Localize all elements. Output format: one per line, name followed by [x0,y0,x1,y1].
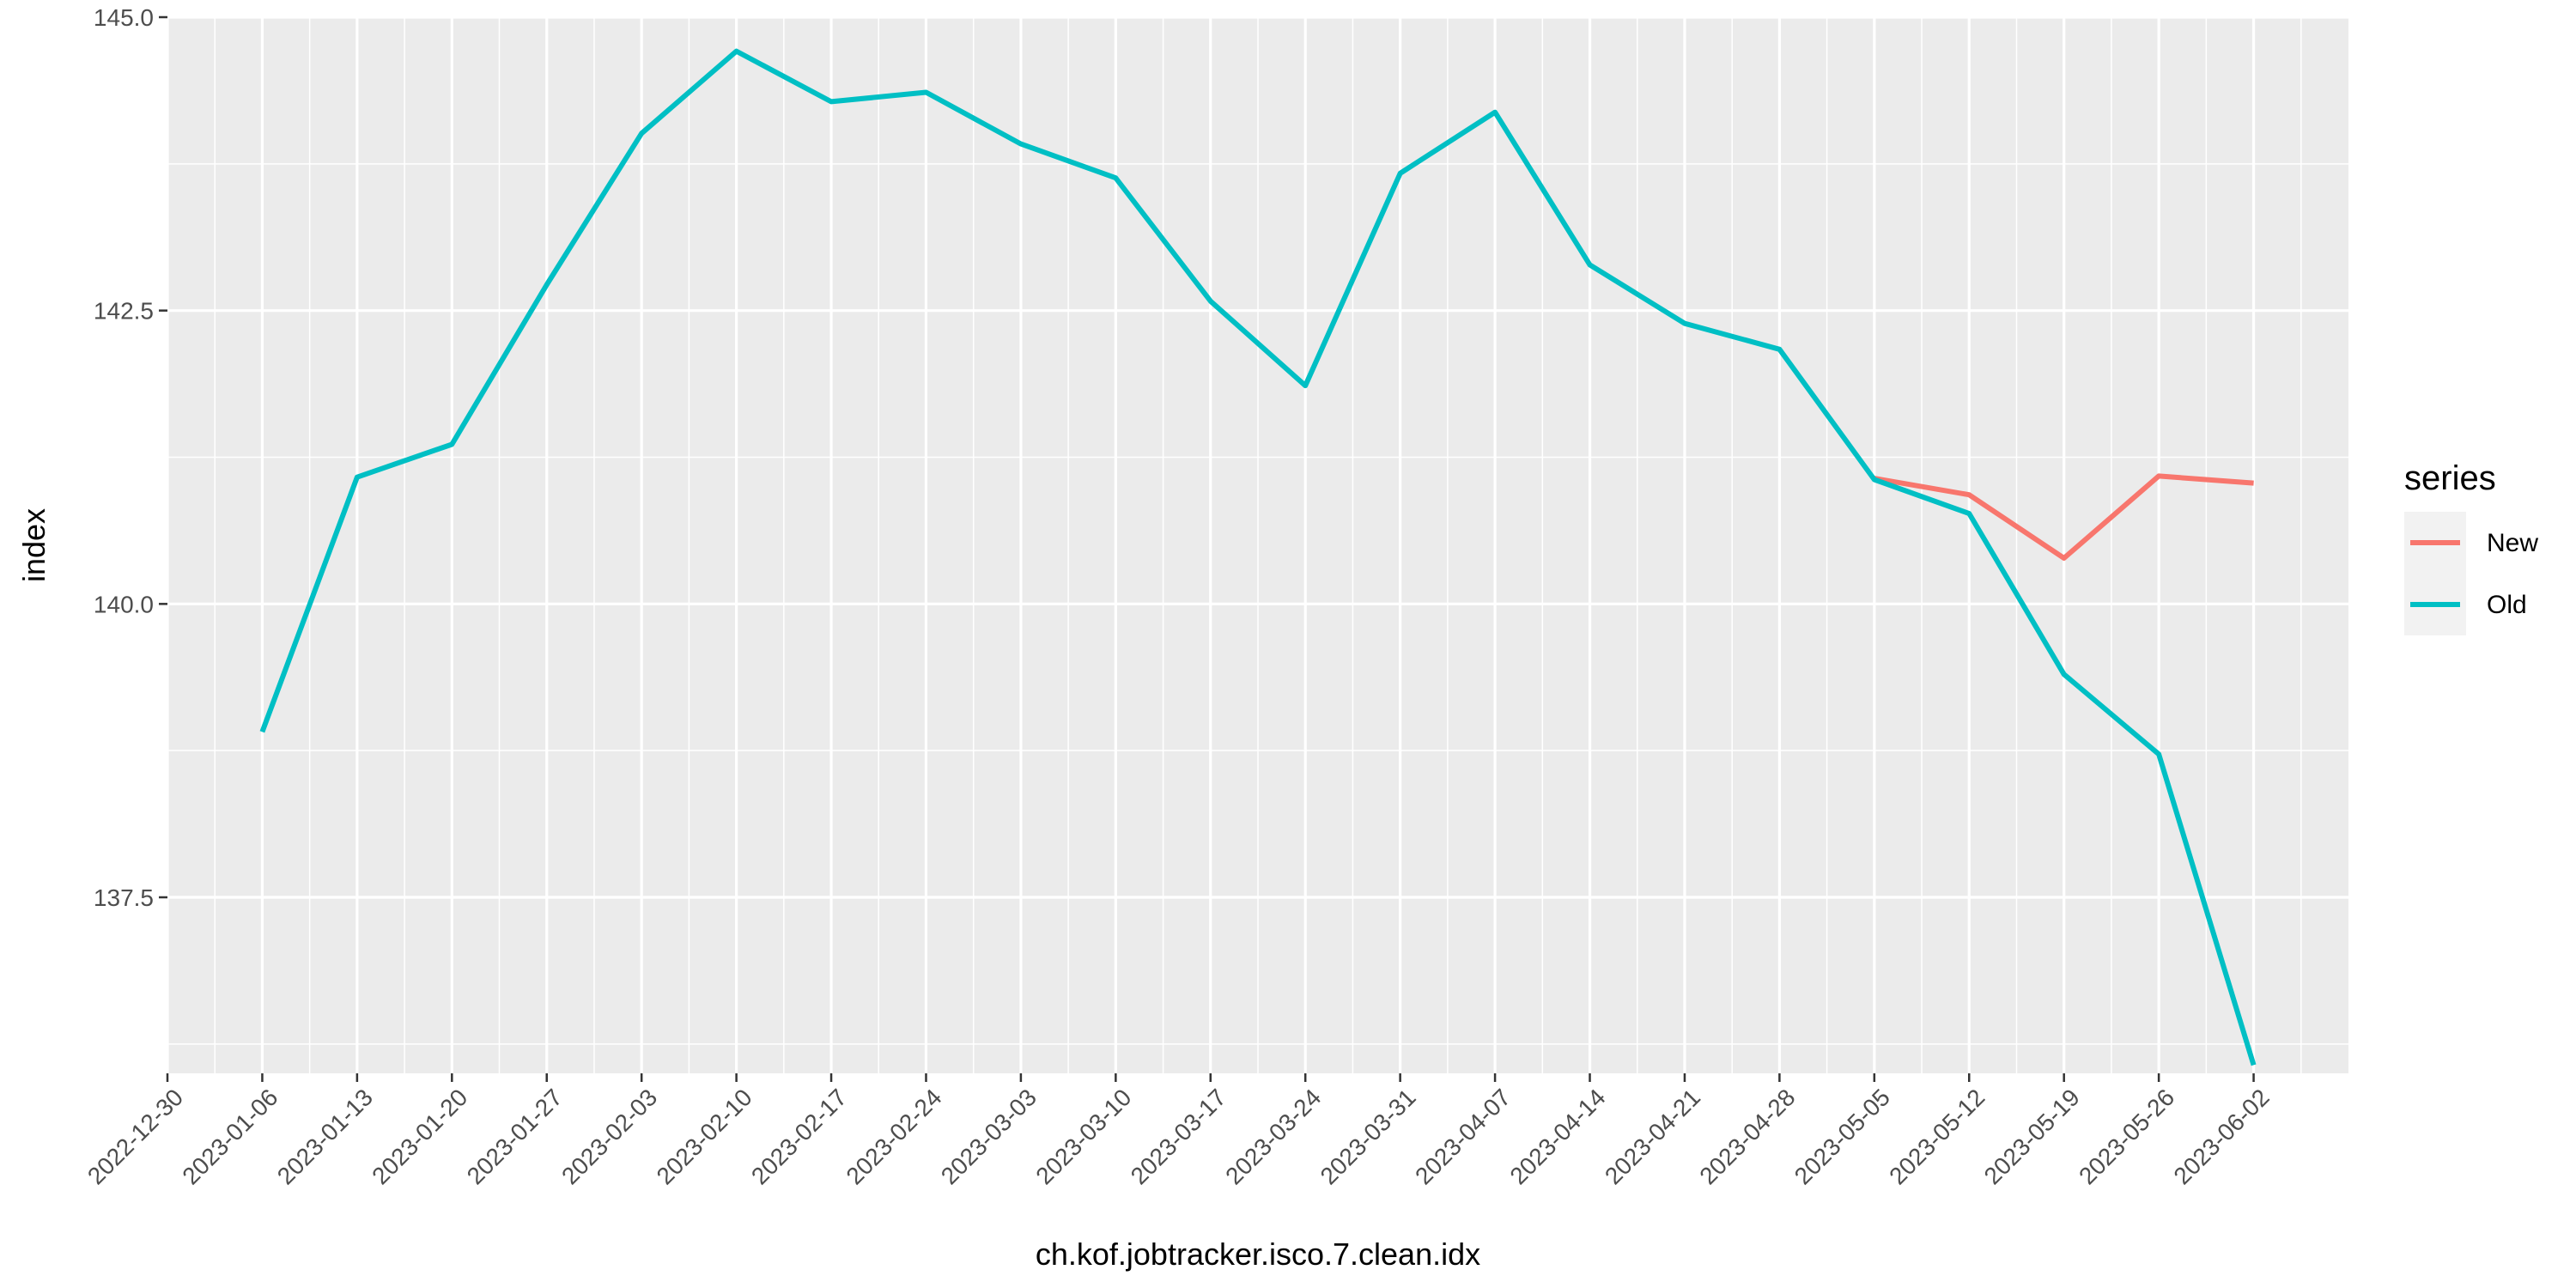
y-tick-label: 142.5 [94,298,154,325]
x-tick-label: 2023-02-24 [841,1084,946,1189]
x-tick-label: 2023-06-02 [2169,1084,2275,1189]
x-tick-label: 2023-05-26 [2074,1084,2179,1189]
x-axis-title: ch.kof.jobtracker.isco.7.clean.idx [1036,1236,1480,1272]
legend-label-new: New [2487,529,2538,557]
x-tick-label: 2023-02-03 [556,1084,662,1189]
x-tick-label: 2023-03-24 [1220,1084,1326,1189]
y-tick-label: 145.0 [94,4,154,31]
series-line-new [1874,473,2254,561]
x-tick-label: 2023-01-20 [367,1084,472,1189]
x-tick-label: 2023-01-27 [462,1084,568,1189]
series-lines [259,48,2257,1066]
x-tick-label: 2023-02-17 [746,1084,852,1189]
x-tick-label: 2023-05-12 [1884,1084,1990,1189]
major-gridlines [166,15,2348,1073]
legend-label-old: Old [2487,591,2527,619]
x-tick-label: 2023-05-05 [1789,1084,1895,1189]
x-tick-label: 2023-01-13 [272,1084,378,1189]
legend-title: series [2404,459,2496,497]
x-tick-label: 2023-03-03 [936,1084,1042,1189]
y-tick-label: 140.0 [94,591,154,617]
x-axis: 2022-12-302023-01-062023-01-132023-01-20… [82,1073,2275,1189]
legend: series New Old [2404,459,2538,635]
series-line-old [259,48,2257,1066]
x-tick-label: 2023-03-31 [1315,1084,1421,1189]
y-tick-label: 137.5 [94,884,154,911]
y-axis: 137.5 140.0 142.5 145.0 [94,4,167,911]
x-tick-label: 2023-01-06 [177,1084,283,1189]
x-tick-label: 2023-04-28 [1694,1084,1800,1189]
x-tick-label: 2022-12-30 [82,1084,188,1189]
x-tick-label: 2023-05-19 [1979,1084,2085,1189]
x-tick-label: 2023-03-17 [1126,1084,1231,1189]
x-tick-label: 2023-03-10 [1030,1084,1136,1189]
x-tick-label: 2023-04-14 [1504,1084,1610,1189]
x-tick-label: 2023-02-10 [652,1084,757,1189]
x-tick-label: 2023-04-21 [1600,1084,1705,1189]
y-axis-title: index [16,508,52,582]
x-tick-label: 2023-04-07 [1410,1084,1516,1189]
